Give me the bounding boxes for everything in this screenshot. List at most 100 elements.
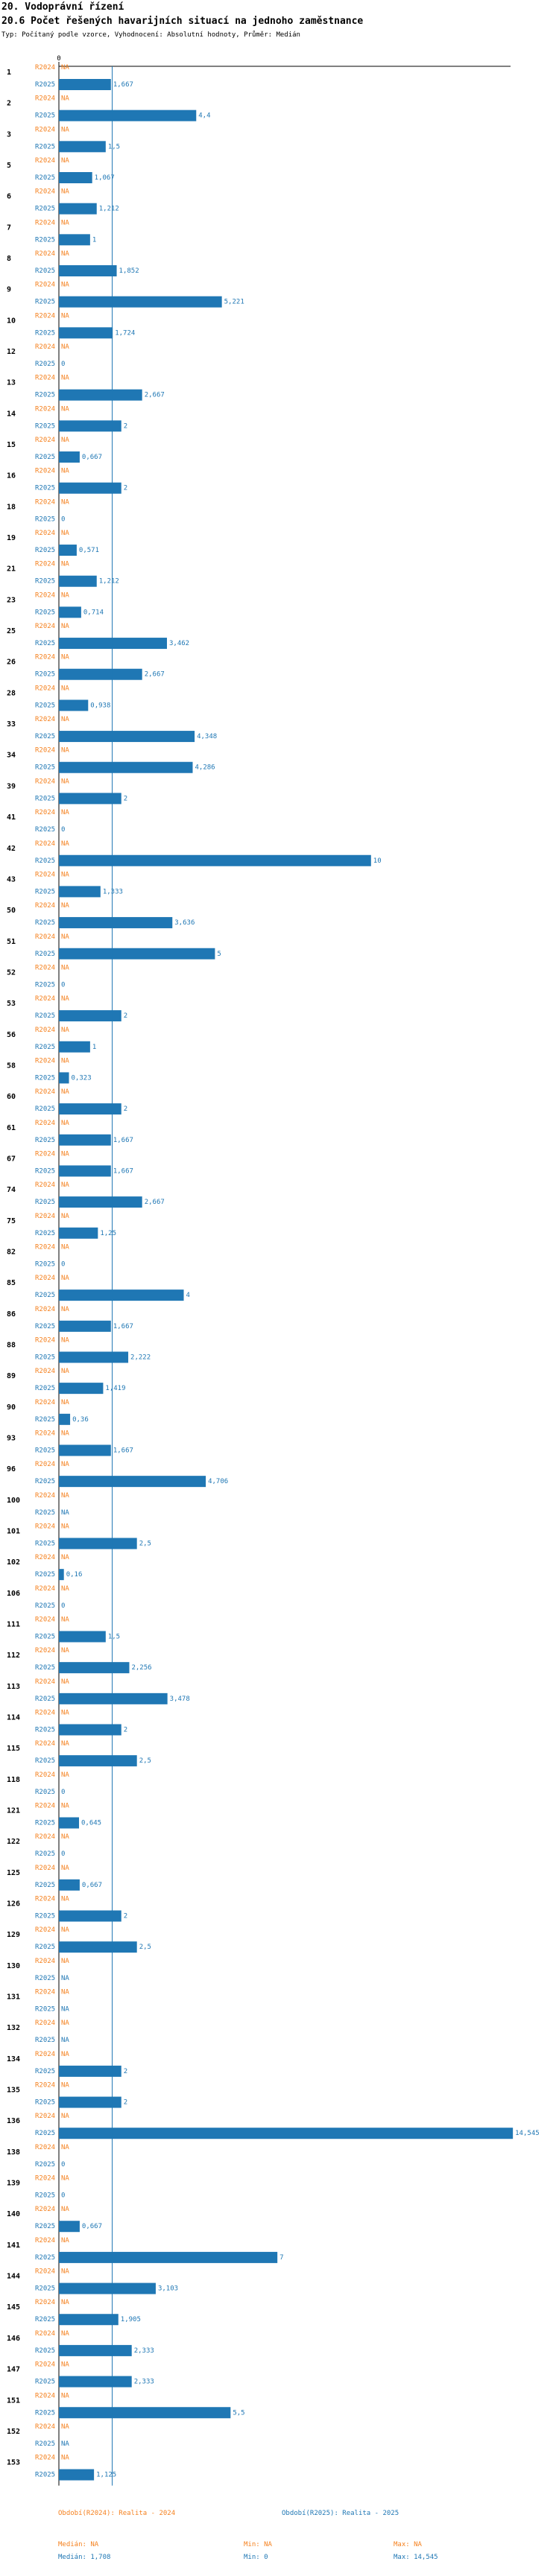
- bar-r2025: [59, 575, 97, 587]
- category-label: 147: [7, 2366, 20, 2374]
- series-label-r2024: R2024: [35, 1523, 55, 1530]
- series-label-r2025: R2025: [35, 2440, 55, 2448]
- category-label: 86: [7, 1310, 16, 1319]
- category-label: 126: [7, 1900, 20, 1909]
- category-label: 15: [7, 441, 16, 449]
- data-label-r2025: 2: [124, 485, 127, 492]
- series-label-r2024: R2024: [35, 1057, 55, 1065]
- data-label-r2024: NA: [61, 1926, 69, 1934]
- series-label-r2024: R2024: [35, 64, 55, 72]
- data-label-r2024: NA: [61, 1306, 69, 1313]
- bar-r2025: [59, 1351, 129, 1363]
- data-label-r2024: NA: [61, 1243, 69, 1251]
- data-label-r2025: NA: [61, 1509, 69, 1517]
- data-label-r2024: NA: [61, 1989, 69, 1996]
- bar-r2025: [59, 1941, 137, 1953]
- data-label-r2024: NA: [61, 716, 69, 723]
- series-label-r2024: R2024: [35, 2082, 55, 2090]
- data-label-r2024: NA: [61, 685, 69, 692]
- data-label-r2025: 2,333: [134, 2347, 154, 2355]
- series-label-r2024: R2024: [35, 871, 55, 878]
- series-label-r2025: R2025: [35, 2409, 55, 2417]
- category-label: 43: [7, 875, 16, 883]
- bar-r2025: [59, 1227, 98, 1239]
- category-label: 152: [7, 2428, 20, 2436]
- bar-r2025: [59, 1196, 142, 1208]
- series-label-r2024: R2024: [35, 2392, 55, 2399]
- data-label-r2024: NA: [61, 312, 69, 320]
- data-label-r2025: 1,333: [103, 888, 123, 895]
- data-label-r2025: 0: [61, 1602, 65, 1610]
- data-label-r2024: NA: [61, 591, 69, 599]
- category-label: 146: [7, 2335, 20, 2343]
- data-label-r2024: NA: [61, 1336, 69, 1344]
- series-label-r2025: R2025: [35, 2285, 55, 2293]
- series-label-r2025: R2025: [35, 143, 55, 150]
- data-label-r2024: NA: [61, 1399, 69, 1406]
- series-label-r2024: R2024: [35, 685, 55, 692]
- data-label-r2025: NA: [61, 2037, 69, 2044]
- category-label: 50: [7, 907, 16, 915]
- data-label-r2025: 4,286: [195, 764, 215, 772]
- series-label-r2025: R2025: [35, 2037, 55, 2044]
- series-label-r2025: R2025: [35, 2254, 55, 2262]
- series-label-r2024: R2024: [35, 1865, 55, 1872]
- data-label-r2025: 0: [61, 981, 65, 989]
- data-label-r2024: NA: [61, 2237, 69, 2245]
- data-label-r2025: 1,419: [105, 1385, 125, 1392]
- category-label: 145: [7, 2303, 20, 2312]
- data-label-r2024: NA: [61, 1057, 69, 1065]
- series-label-r2025: R2025: [35, 826, 55, 834]
- series-label-r2025: R2025: [35, 888, 55, 895]
- bar-r2025: [59, 1444, 111, 1456]
- category-label: 121: [7, 1807, 20, 1815]
- bar-r2025: [59, 948, 215, 959]
- category-label: 139: [7, 2180, 20, 2188]
- data-label-r2024: NA: [61, 2206, 69, 2213]
- series-label-r2024: R2024: [35, 530, 55, 537]
- data-label-r2024: NA: [61, 1865, 69, 1872]
- data-label-r2025: 4: [186, 1292, 190, 1299]
- series-label-r2025: R2025: [35, 1634, 55, 1641]
- series-label-r2025: R2025: [35, 2161, 55, 2169]
- data-label-r2024: NA: [61, 95, 69, 103]
- series-label-r2025: R2025: [35, 1230, 55, 1237]
- data-label-r2025: 1,852: [119, 267, 139, 275]
- series-label-r2024: R2024: [35, 1399, 55, 1406]
- data-label-r2024: NA: [61, 2392, 69, 2399]
- series-label-r2024: R2024: [35, 902, 55, 910]
- series-label-r2024: R2024: [35, 747, 55, 755]
- category-label: 136: [7, 2117, 20, 2125]
- category-label: 88: [7, 1341, 16, 1349]
- legend-min-2024: Min: NA: [244, 2541, 272, 2548]
- series-label-r2024: R2024: [35, 405, 55, 413]
- bar-r2025: [59, 1476, 206, 1488]
- bar-r2025: [59, 1569, 64, 1581]
- series-label-r2024: R2024: [35, 1678, 55, 1686]
- data-label-r2025: 0,667: [82, 454, 102, 461]
- bar-r2025: [59, 699, 89, 711]
- bar-r2025: [59, 2221, 80, 2233]
- series-label-r2024: R2024: [35, 1430, 55, 1437]
- data-label-r2024: NA: [61, 1710, 69, 1717]
- series-label-r2024: R2024: [35, 1120, 55, 1127]
- category-label: 132: [7, 2024, 20, 2032]
- data-label-r2025: 1,5: [108, 1634, 120, 1641]
- series-label-r2024: R2024: [35, 95, 55, 103]
- bar-r2025: [59, 1134, 111, 1146]
- category-label: 130: [7, 1962, 20, 1970]
- data-label-r2025: 0,667: [82, 1882, 102, 1889]
- series-label-r2025: R2025: [35, 609, 55, 616]
- bar-r2025: [59, 203, 97, 215]
- data-label-r2025: 4,4: [198, 112, 210, 120]
- data-label-r2024: NA: [61, 219, 69, 226]
- category-label: 18: [7, 503, 16, 511]
- data-label-r2024: NA: [61, 2423, 69, 2431]
- category-label: 25: [7, 627, 16, 635]
- data-label-r2024: NA: [61, 1430, 69, 1437]
- series-label-r2025: R2025: [35, 1137, 55, 1144]
- data-label-r2024: NA: [61, 2082, 69, 2090]
- series-label-r2024: R2024: [35, 1617, 55, 1624]
- category-label: 16: [7, 472, 16, 480]
- category-label: 7: [7, 223, 11, 232]
